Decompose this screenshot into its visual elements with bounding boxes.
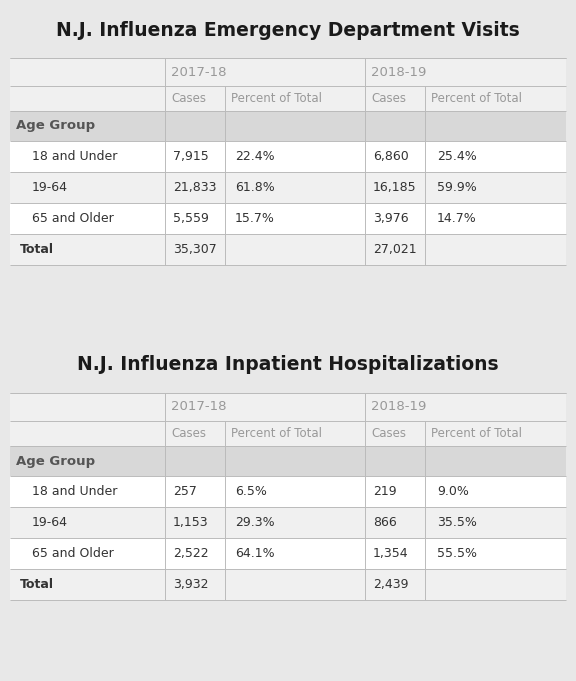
Text: 65 and Older: 65 and Older xyxy=(32,547,113,560)
Text: 25.4%: 25.4% xyxy=(437,150,477,163)
Text: Percent of Total: Percent of Total xyxy=(431,427,522,440)
Text: Total: Total xyxy=(20,578,54,591)
Text: 2018-19: 2018-19 xyxy=(371,400,426,413)
Bar xyxy=(10,172,566,203)
Text: Percent of Total: Percent of Total xyxy=(431,92,522,105)
Text: 18 and Under: 18 and Under xyxy=(32,150,118,163)
Text: 2017-18: 2017-18 xyxy=(171,400,226,413)
Text: 2017-18: 2017-18 xyxy=(171,65,226,78)
Text: 1,153: 1,153 xyxy=(173,516,209,529)
Bar xyxy=(10,421,566,446)
Text: 866: 866 xyxy=(373,516,397,529)
Text: 55.5%: 55.5% xyxy=(437,547,477,560)
Text: 5,559: 5,559 xyxy=(173,212,209,225)
Bar xyxy=(10,141,566,172)
Text: 2018-19: 2018-19 xyxy=(371,65,426,78)
Text: 64.1%: 64.1% xyxy=(235,547,275,560)
Text: Cases: Cases xyxy=(371,427,406,440)
Text: 6.5%: 6.5% xyxy=(235,485,267,498)
Text: N.J. Influenza Inpatient Hospitalizations: N.J. Influenza Inpatient Hospitalization… xyxy=(77,355,499,375)
Text: 22.4%: 22.4% xyxy=(235,150,275,163)
Text: 14.7%: 14.7% xyxy=(437,212,477,225)
Bar xyxy=(10,507,566,538)
Text: Cases: Cases xyxy=(371,92,406,105)
Bar xyxy=(10,393,566,600)
Text: 9.0%: 9.0% xyxy=(437,485,469,498)
Text: Percent of Total: Percent of Total xyxy=(231,92,322,105)
Text: Cases: Cases xyxy=(171,92,206,105)
Text: 27,021: 27,021 xyxy=(373,243,416,256)
Text: 61.8%: 61.8% xyxy=(235,181,275,194)
Text: Cases: Cases xyxy=(171,427,206,440)
Text: 15.7%: 15.7% xyxy=(235,212,275,225)
Bar xyxy=(10,234,566,265)
Text: 7,915: 7,915 xyxy=(173,150,209,163)
Text: Age Group: Age Group xyxy=(16,119,95,133)
Text: 18 and Under: 18 and Under xyxy=(32,485,118,498)
Bar xyxy=(10,86,566,111)
Text: 3,932: 3,932 xyxy=(173,578,209,591)
Text: 1,354: 1,354 xyxy=(373,547,408,560)
Bar xyxy=(10,58,566,265)
Bar xyxy=(10,446,566,476)
Bar xyxy=(10,393,566,421)
Bar xyxy=(10,476,566,507)
Text: N.J. Influenza Emergency Department Visits: N.J. Influenza Emergency Department Visi… xyxy=(56,20,520,39)
Text: 35,307: 35,307 xyxy=(173,243,217,256)
Text: 19-64: 19-64 xyxy=(32,181,68,194)
Text: 219: 219 xyxy=(373,485,397,498)
Text: Age Group: Age Group xyxy=(16,454,95,467)
Text: 2,439: 2,439 xyxy=(373,578,408,591)
Bar xyxy=(10,569,566,600)
Bar xyxy=(10,58,566,86)
Text: 59.9%: 59.9% xyxy=(437,181,477,194)
Text: Total: Total xyxy=(20,243,54,256)
Text: 29.3%: 29.3% xyxy=(235,516,275,529)
Bar xyxy=(10,538,566,569)
Text: 3,976: 3,976 xyxy=(373,212,408,225)
Text: 6,860: 6,860 xyxy=(373,150,409,163)
Text: 2,522: 2,522 xyxy=(173,547,209,560)
Text: 65 and Older: 65 and Older xyxy=(32,212,113,225)
Text: 16,185: 16,185 xyxy=(373,181,416,194)
Text: 19-64: 19-64 xyxy=(32,516,68,529)
Text: 21,833: 21,833 xyxy=(173,181,217,194)
Bar xyxy=(10,111,566,141)
Text: 257: 257 xyxy=(173,485,197,498)
Text: 35.5%: 35.5% xyxy=(437,516,477,529)
Text: Percent of Total: Percent of Total xyxy=(231,427,322,440)
Bar xyxy=(10,203,566,234)
